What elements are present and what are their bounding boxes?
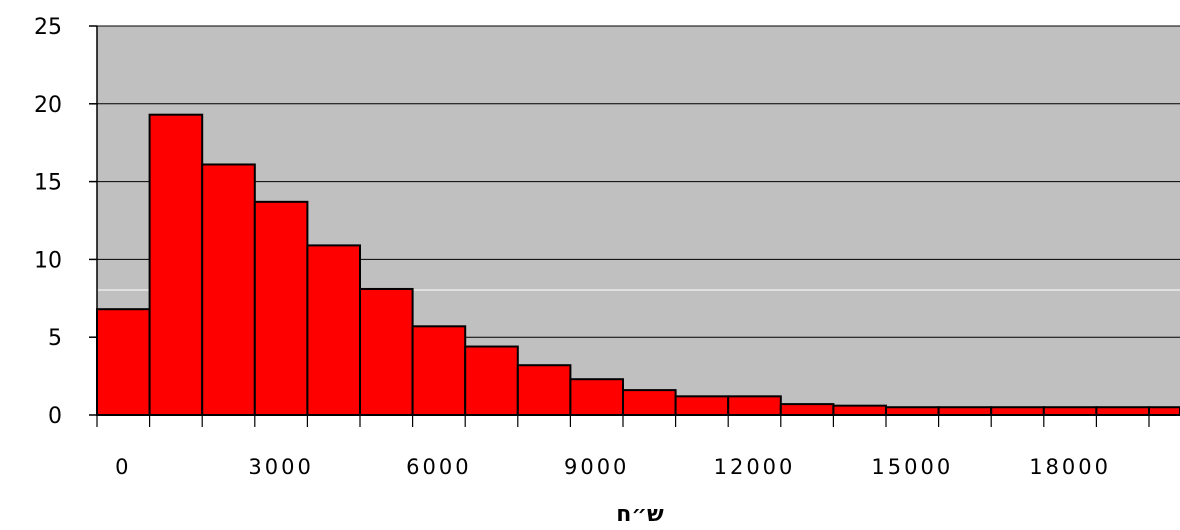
y-tick-label: 0 [48, 404, 62, 429]
y-tick-label: 25 [34, 15, 62, 40]
x-tick-label: 3000 [248, 455, 313, 479]
histogram-bar [96, 308, 151, 416]
y-tick-label: 20 [34, 93, 62, 118]
histogram-bar [306, 244, 361, 416]
histogram-bar [1042, 406, 1098, 417]
histogram-bar [885, 406, 940, 417]
histogram-bar [569, 378, 625, 417]
histogram-bar [937, 406, 993, 417]
histogram-bar [779, 403, 835, 417]
histogram-bar [201, 163, 256, 416]
histogram-bar [359, 287, 414, 416]
x-tick-label: 6000 [406, 455, 471, 479]
y-tick-label: 15 [34, 171, 62, 196]
histogram-bar [148, 113, 204, 417]
histogram-bar [464, 345, 519, 417]
x-tick-label: 12000 [714, 455, 796, 479]
histogram-bar [516, 364, 572, 417]
histogram-bar [1148, 406, 1180, 417]
x-tick-label: 18000 [1029, 455, 1111, 479]
histogram-bar [253, 200, 309, 416]
x-tick-label: 9000 [564, 455, 629, 479]
histogram-bar [727, 395, 782, 417]
y-ticks: 0 5 10 15 20 25 [34, 15, 97, 429]
x-tick-label: 15000 [871, 455, 953, 479]
histogram-bar [990, 406, 1045, 417]
histogram-bar [674, 395, 730, 417]
x-tick-label: 0 [115, 455, 131, 479]
x-ticks: 0 3000 6000 9000 12000 15000 18000 [96, 415, 1150, 479]
histogram-bar [1095, 406, 1151, 417]
y-tick-label: 5 [48, 326, 62, 351]
bars [96, 113, 1180, 417]
histogram-bar [832, 404, 888, 417]
histogram-bar [411, 325, 467, 417]
y-tick-label: 10 [34, 248, 62, 273]
x-axis-title: ש״ח [616, 502, 664, 527]
histogram-bar [622, 389, 677, 417]
